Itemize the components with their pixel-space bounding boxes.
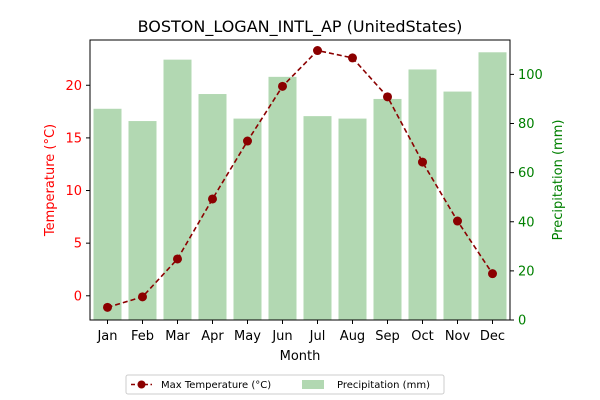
x-tick-label: May (234, 329, 261, 344)
bar-jan (93, 108, 122, 320)
temperature-point-dec (488, 269, 497, 279)
bar-may (233, 118, 262, 320)
bar-sep (373, 98, 402, 321)
chart-title: BOSTON_LOGAN_INTL_AP (UnitedStates) (138, 17, 463, 37)
right-tick-label: 60 (518, 166, 535, 181)
x-tick-label: Jun (271, 329, 292, 344)
x-tick-label: Feb (131, 329, 154, 344)
right-tick-label: 40 (518, 215, 535, 230)
x-tick-label: Mar (165, 329, 190, 344)
temperature-point-may (243, 136, 252, 146)
temperature-point-jun (278, 81, 287, 91)
temperature-line (103, 46, 497, 312)
precipitation-bars (93, 52, 507, 321)
bar-aug (338, 118, 367, 320)
bar-feb (128, 121, 157, 320)
x-tick-label: Apr (201, 329, 224, 344)
legend-label-precipitation: Precipitation (mm) (337, 380, 430, 391)
x-axis-label: Month (280, 349, 321, 364)
left-tick-label: 5 (74, 237, 82, 252)
x-tick-label: Dec (480, 329, 505, 344)
left-tick-label: 10 (65, 184, 82, 199)
right-tick-label: 100 (518, 68, 543, 83)
legend-frame (125, 374, 445, 395)
left-axis-ticks: 0 5 10 15 20 (65, 79, 90, 304)
legend-bar-swatch (302, 380, 324, 389)
right-tick-label: 20 (518, 264, 535, 279)
left-axis-label: Temperature (°C) (43, 124, 58, 237)
x-tick-label: Jan (96, 329, 117, 344)
right-axis-ticks: 0 20 40 60 80 100 (510, 68, 543, 329)
left-tick-label: 20 (65, 79, 82, 94)
temperature-point-apr (208, 194, 217, 204)
bar-dec (478, 52, 507, 320)
temperature-point-oct (418, 157, 427, 167)
bar-apr (198, 94, 227, 320)
x-tick-label: Oct (411, 329, 433, 344)
x-tick-label: Aug (340, 329, 365, 344)
x-tick-label: Jul (309, 329, 326, 344)
temperature-point-feb (138, 292, 147, 302)
right-tick-label: 0 (518, 314, 526, 329)
legend-label-temperature: Max Temperature (°C) (161, 380, 271, 391)
temperature-point-aug (348, 53, 357, 63)
bar-mar (163, 59, 192, 321)
bar-jun (268, 76, 297, 320)
right-axis-label: Precipitation (mm) (551, 120, 566, 241)
legend: Max Temperature (°C) Precipitation (mm) (125, 374, 445, 395)
temperature-point-nov (453, 216, 462, 226)
bar-jul (303, 116, 332, 320)
bar-oct (408, 69, 437, 320)
temperature-polyline (107, 49, 494, 309)
left-tick-label: 15 (65, 131, 82, 146)
temperature-point-jan (103, 302, 112, 312)
plot-frame (89, 39, 511, 321)
x-tick-label: Sep (375, 329, 400, 344)
legend-marker-swatch (137, 380, 146, 389)
x-tick-label: Nov (445, 329, 471, 344)
x-axis-ticks: Jan Feb Mar Apr May Jun Jul Aug Sep Oct Nov Dec (96, 320, 505, 344)
temperature-point-jul (313, 46, 322, 56)
temperature-point-sep (383, 92, 392, 102)
left-tick-label: 0 (74, 289, 82, 304)
temperature-point-mar (173, 254, 182, 264)
right-tick-label: 80 (518, 117, 535, 132)
